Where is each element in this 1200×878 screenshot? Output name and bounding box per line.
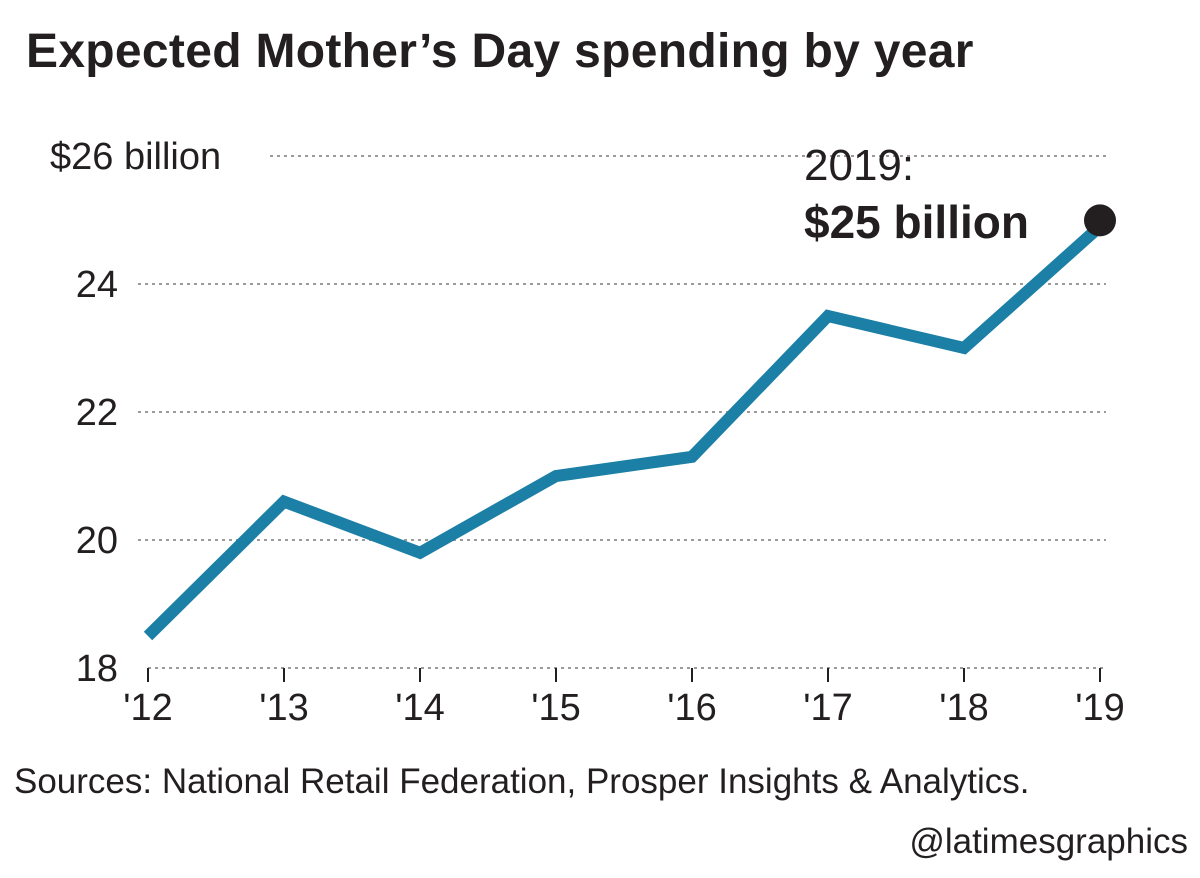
gridlines xyxy=(138,155,1106,541)
x-axis-labels: '12 '13 '14 '15 '16 '17 '18 '19 xyxy=(123,687,1125,729)
credit-line: @latimesgraphics xyxy=(909,822,1188,861)
y-tick-label-26: $26 billion xyxy=(50,136,221,178)
x-tick-label-7: '19 xyxy=(1075,687,1125,729)
series-line-0 xyxy=(143,221,1104,641)
chart-title: Expected Mother’s Day spending by year xyxy=(26,25,974,78)
data-series xyxy=(143,221,1104,641)
x-tick-label-2: '14 xyxy=(395,687,445,729)
x-tick-label-3: '15 xyxy=(531,687,581,729)
annotation-value-label: $25 billion xyxy=(804,196,1029,248)
y-tick-label-18: 18 xyxy=(76,648,118,690)
y-axis-labels: 18 20 22 24 $26 billion xyxy=(50,136,221,690)
y-tick-label-22: 22 xyxy=(76,392,118,434)
x-axis xyxy=(147,667,1106,682)
y-tick-label-24: 24 xyxy=(76,264,118,306)
highlight-point-marker xyxy=(1084,204,1116,237)
annotation: 2019: $25 billion xyxy=(804,141,1116,248)
x-tick-label-0: '12 xyxy=(123,687,173,729)
annotation-year-label: 2019: xyxy=(804,141,914,190)
x-tick-label-5: '17 xyxy=(803,687,853,729)
x-tick-label-6: '18 xyxy=(939,687,989,729)
source-note: Sources: National Retail Federation, Pro… xyxy=(14,762,1030,801)
x-tick-label-4: '16 xyxy=(667,687,717,729)
y-tick-label-20: 20 xyxy=(76,520,118,562)
x-tick-label-1: '13 xyxy=(259,687,309,729)
